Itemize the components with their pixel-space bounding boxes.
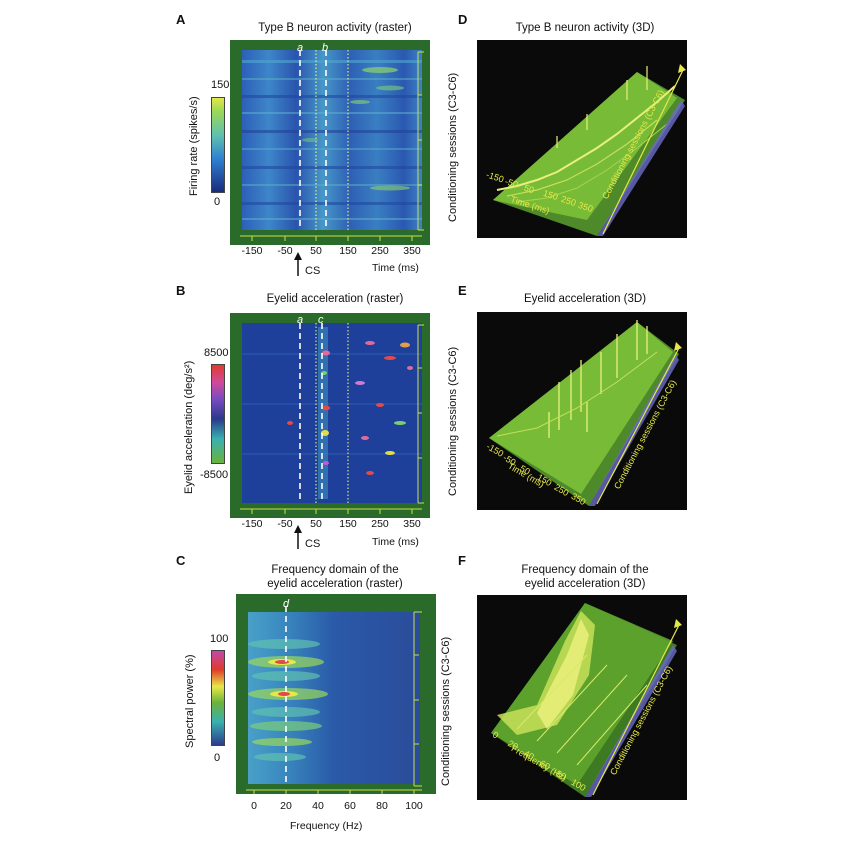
cs-arrow-icon [294,252,302,276]
colorbar-b-min: -8500 [200,469,229,481]
colorbar-b [211,364,225,464]
colorbar-c-max: 100 [210,633,229,645]
raster-b-spots [242,327,422,499]
cs-arrow-icon [294,525,302,549]
colorbar-c [211,650,225,746]
x-tick: 100 [405,800,423,812]
panel-e-title: Eyelid acceleration (3D) [523,293,647,305]
panel-c-title-line1: Frequency domain of the [271,564,399,576]
panel-b-x-label: Time (ms) [372,536,419,548]
x-tick: 150 [339,245,357,257]
x-tick: 80 [376,800,388,812]
panel-c-raster [236,594,436,794]
colorbar-a [211,97,225,193]
panel-b-title: Eyelid acceleration (raster) [266,293,404,305]
panel-a-title: Type B neuron activity (raster) [258,22,412,34]
cs-label-a: CS [305,265,321,277]
panel-a-raster [230,40,430,245]
x-tick: 350 [403,518,421,530]
x-tick: 60 [344,800,356,812]
marker-a-label: a [297,42,304,54]
x-tick: 0 [251,800,257,812]
cs-label-b: CS [305,538,321,550]
panel-f-title-line2: eyelid acceleration (3D) [524,578,646,590]
panel-d-surface [477,40,687,238]
marker-b-label: b [322,42,329,54]
panel-letter-f: F [458,553,466,568]
colorbar-c-label: Spectral power (%) [184,654,196,748]
panel-letter-e: E [458,283,467,298]
x-tick: 150 [339,518,357,530]
raster-a-stripes [242,60,422,220]
session-axis-a [417,51,424,231]
x-tick: 350 [403,245,421,257]
x-tick: 250 [371,518,389,530]
x-tick: -150 [241,245,263,257]
x-tick: -150 [241,518,263,530]
colorbar-a-max: 150 [211,79,230,91]
panel-letter-a: A [176,12,186,27]
panel-e-surface [477,312,687,510]
panel-a-x-label: Time (ms) [372,262,419,274]
marker-d-label: d [283,598,290,610]
x-tick: 50 [310,245,322,257]
x-tick: 250 [371,245,389,257]
panel-d-title: Type B neuron activity (3D) [515,22,655,34]
panel-b-raster [230,313,430,518]
marker-a-label: a [297,314,304,326]
marker-c-label: c [318,314,324,326]
panel-letter-c: C [176,553,186,568]
panel-a-y-label: Conditioning sessions (C3-C6) [447,72,459,222]
panel-c-title-line2: eyelid acceleration (raster) [267,578,403,590]
panel-f-title-line1: Frequency domain of the [521,564,649,576]
panel-letter-d: D [458,12,468,27]
panel-b-y-label: Conditioning sessions (C3-C6) [447,346,459,496]
colorbar-a-label: Firing rate (spikes/s) [188,96,200,196]
session-axis-b [417,324,424,504]
colorbar-b-label: Eyelid acceleration (deg/s²) [183,360,195,494]
colorbar-c-min: 0 [214,752,221,764]
x-tick: 50 [310,518,322,530]
x-tick: 20 [280,800,292,812]
x-tick: -50 [277,518,293,530]
panel-f-surface [477,595,687,800]
colorbar-a-min: 0 [214,196,221,208]
x-tick: 40 [312,800,324,812]
x-tick: -50 [277,245,293,257]
panel-letter-b: B [176,283,186,298]
panel-c-y-label: Conditioning sessions (C3-C6) [440,636,452,786]
panel-c-x-label: Frequency (Hz) [290,820,363,832]
raster-c-bands [248,639,328,761]
colorbar-b-max: 8500 [204,347,229,359]
session-axis-c [413,611,422,787]
